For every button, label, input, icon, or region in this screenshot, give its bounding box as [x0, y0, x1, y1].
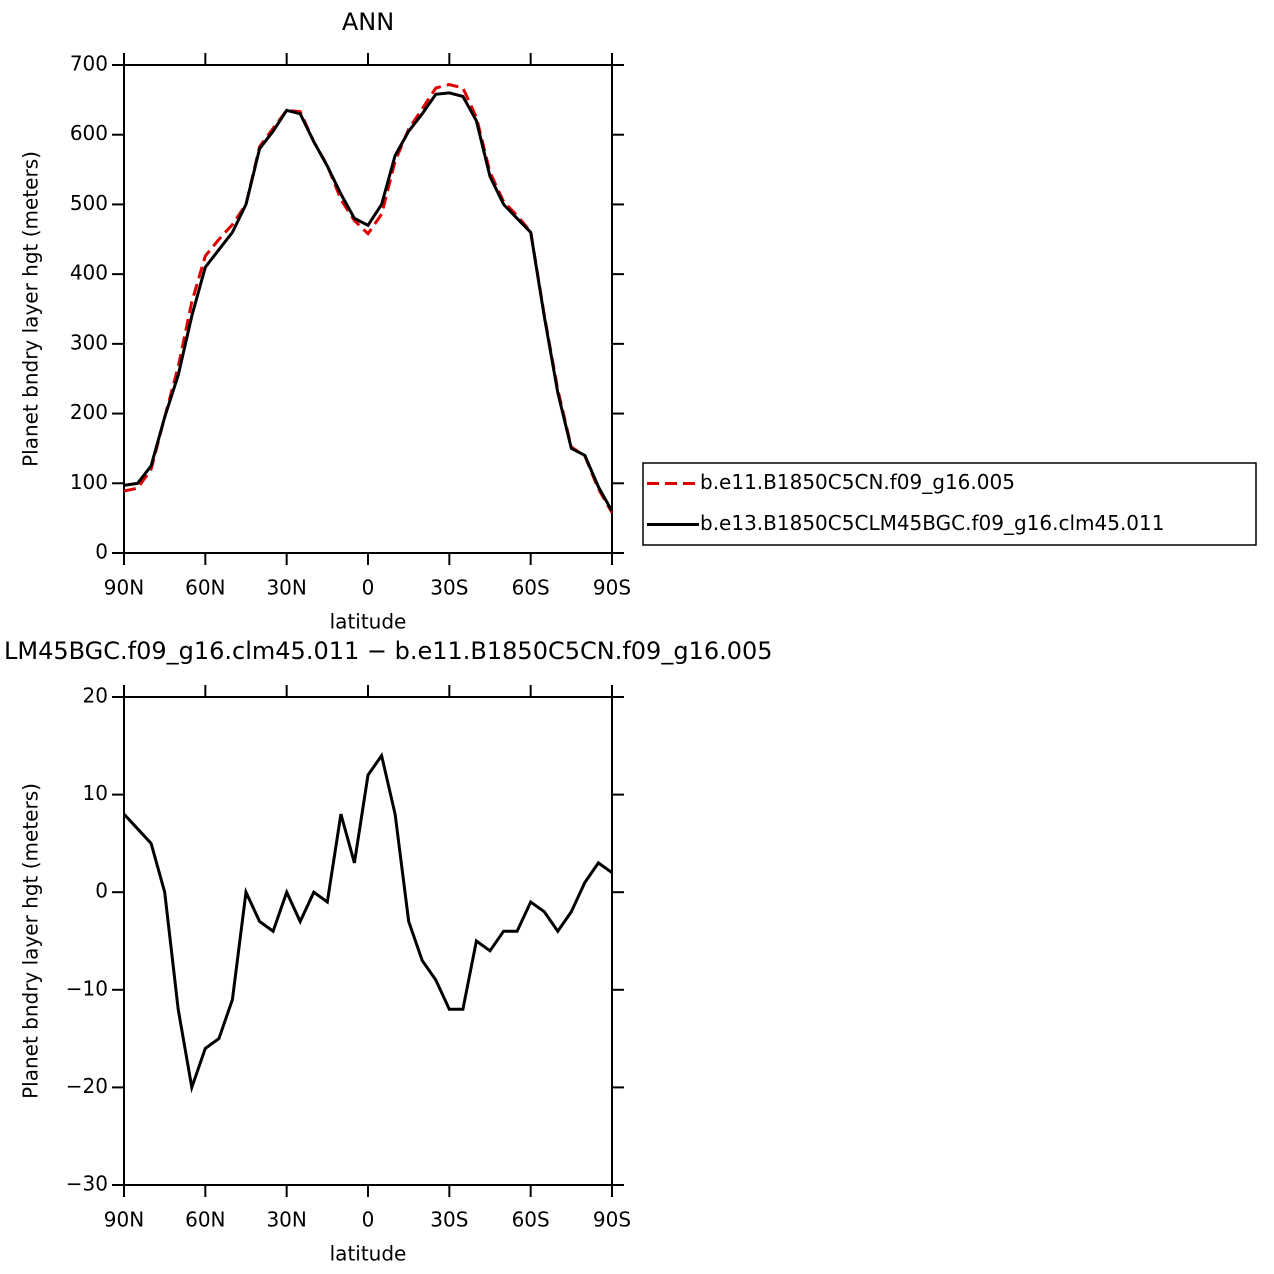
y-tick-label: 500: [70, 191, 108, 215]
x-tick-label: 30N: [266, 576, 306, 600]
x-tick-label: 60N: [185, 1208, 225, 1232]
y-axis-label: Planet bndry layer hgt (meters): [19, 151, 43, 467]
y-tick-label: −30: [66, 1172, 108, 1196]
legend-label: b.e13.B1850C5CLM45BGC.f09_g16.clm45.011: [700, 511, 1164, 535]
data-line: [123, 91, 614, 512]
y-tick-label: −10: [66, 976, 108, 1000]
chart-title: LM45BGC.f09_g16.clm45.011 − b.e11.B1850C…: [4, 637, 773, 665]
y-tick-label: 400: [70, 261, 108, 285]
y-tick-label: 10: [83, 781, 108, 805]
x-tick-label: 0: [362, 576, 375, 600]
legend-label: b.e11.B1850C5CN.f09_g16.005: [700, 470, 1015, 494]
x-tick-label: 60S: [512, 1208, 550, 1232]
y-tick-label: 300: [70, 330, 108, 354]
chart-title: ANN: [342, 8, 394, 36]
data-line: [122, 751, 613, 1094]
y-tick-label: 600: [70, 121, 108, 145]
x-tick-label: 30S: [430, 1208, 468, 1232]
y-axis-label: Planet bndry layer hgt (meters): [19, 783, 43, 1099]
y-tick-label: 0: [95, 879, 108, 903]
x-axis-label: latitude: [330, 1242, 407, 1266]
plot-frame: [123, 64, 613, 554]
x-tick-label: 90N: [104, 1208, 144, 1232]
y-tick-label: −20: [66, 1074, 108, 1098]
y-tick-label: 200: [70, 400, 108, 424]
y-tick-label: 700: [70, 52, 108, 76]
x-tick-label: 90S: [593, 576, 631, 600]
x-axis-label: latitude: [330, 610, 407, 634]
y-tick-label: 20: [83, 684, 108, 708]
x-tick-label: 60N: [185, 576, 225, 600]
y-tick-label: 100: [70, 470, 108, 494]
data-line: [123, 82, 614, 514]
plot-frame: [123, 696, 613, 1186]
legend-box: [642, 462, 1257, 546]
x-tick-label: 30N: [266, 1208, 306, 1232]
x-tick-label: 0: [362, 1208, 375, 1232]
y-tick-label: 0: [95, 540, 108, 564]
x-tick-label: 90S: [593, 1208, 631, 1232]
x-tick-label: 90N: [104, 576, 144, 600]
x-tick-label: 60S: [512, 576, 550, 600]
x-tick-label: 30S: [430, 576, 468, 600]
